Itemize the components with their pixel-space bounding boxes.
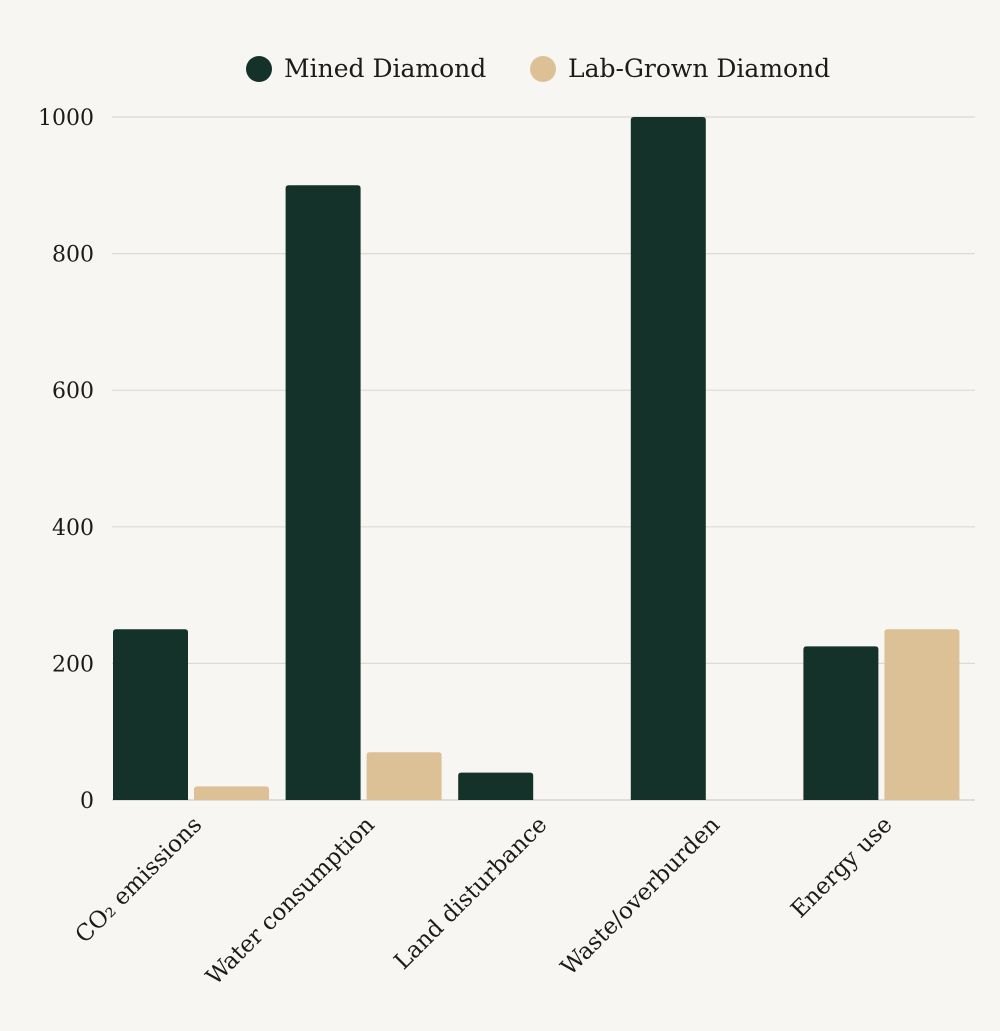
y-tick-label: 800	[52, 243, 94, 268]
bar-lab-grown	[884, 629, 960, 800]
x-tick-label: Energy use	[786, 812, 897, 923]
y-tick-label: 600	[52, 379, 94, 404]
bar-mined	[803, 646, 879, 800]
legend-label-lab-grown: Lab-Grown Diamond	[568, 54, 830, 83]
bar-lab-grown	[194, 786, 269, 800]
legend-label-mined: Mined Diamond	[284, 54, 486, 83]
legend-marker-mined	[246, 56, 272, 82]
y-tick-label: 400	[52, 516, 94, 541]
x-tick-label: Waste/overburden	[556, 812, 725, 981]
bar-mined	[285, 185, 361, 801]
bar-mined	[113, 629, 188, 800]
bar-lab-grown	[366, 752, 442, 800]
x-tick-label: CO₂ emissions	[71, 812, 208, 949]
legend: Mined Diamond Lab-Grown Diamond	[246, 54, 830, 83]
y-tick-label: 0	[80, 789, 94, 814]
y-tick-label: 200	[52, 652, 94, 677]
y-tick-label: 1000	[38, 106, 94, 131]
legend-marker-lab-grown	[530, 56, 556, 82]
y-axis-ticks: 0 200 400 600 800 1000	[38, 106, 94, 814]
bar-mined	[458, 772, 534, 800]
x-tick-label: Land disturbance	[389, 812, 552, 975]
bars	[113, 117, 960, 801]
x-tick-label: Water consumption	[201, 812, 380, 991]
bar-mined	[630, 117, 706, 800]
